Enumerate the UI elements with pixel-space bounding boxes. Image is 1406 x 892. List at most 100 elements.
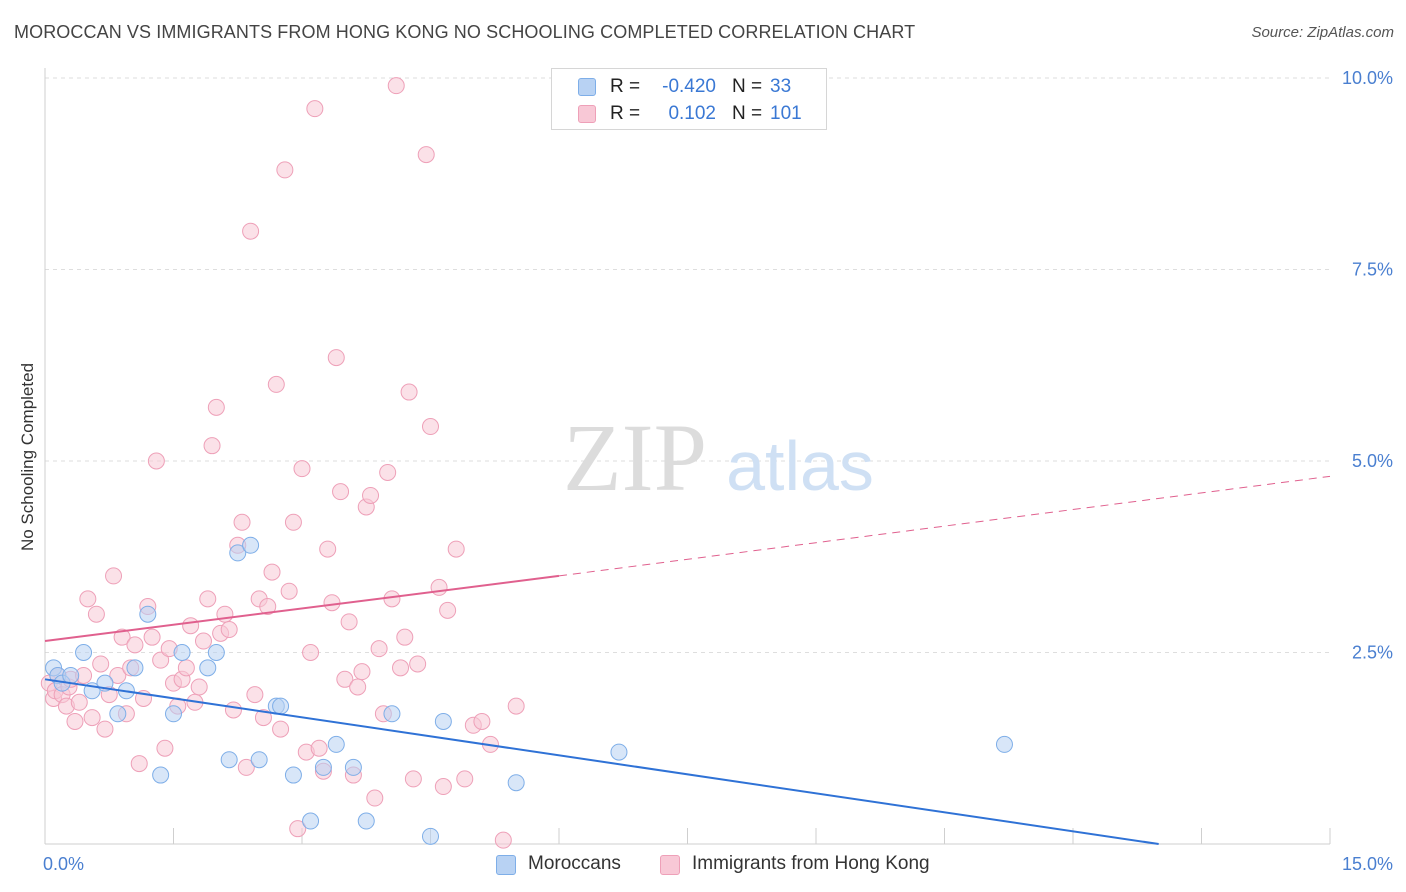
hong-kong-point (147, 452, 165, 470)
hong-kong-point (254, 709, 272, 727)
trend-line-moroccans (44, 678, 1159, 845)
hong-kong-point (276, 161, 294, 179)
hong-kong-point (224, 701, 242, 719)
hong-kong-point (430, 578, 448, 596)
hong-kong-point (310, 739, 328, 757)
n-label: N = (732, 103, 763, 124)
hong-kong-point (182, 617, 200, 635)
y-tick-label: 2.5% (1352, 643, 1393, 663)
hong-kong-point (203, 437, 221, 455)
x-tick-label: 0.0% (43, 854, 84, 874)
hong-kong-point (194, 632, 212, 650)
hong-kong-point (447, 540, 465, 558)
hong-kong-point (113, 628, 131, 646)
stats-box: R = -0.420 N = 33 R = 0.102 N = 101 (551, 68, 827, 130)
hong-kong-point (70, 693, 88, 711)
moroccans-point (165, 705, 182, 723)
moroccans-point (383, 705, 401, 723)
r-label: R = (610, 103, 641, 124)
source-credit: Source: ZipAtlas.com (1251, 24, 1394, 41)
hong-kong-point (143, 628, 161, 646)
hong-kong-point (302, 644, 320, 661)
moroccans-point (314, 758, 332, 776)
moroccans-point (302, 812, 320, 830)
hong-kong-point (96, 720, 114, 738)
n-value: 101 (770, 103, 802, 124)
r-label: R = (610, 76, 641, 97)
stats-row-hong-kong: R = 0.102 N = 101 (552, 101, 826, 127)
trend-line-hong-kong (44, 574, 560, 643)
moroccans-point (126, 659, 144, 677)
moroccans-point (139, 605, 157, 623)
hong-kong-point (336, 670, 354, 688)
moroccans-point (995, 735, 1013, 753)
series-hong-kong-points (40, 77, 525, 849)
moroccans-point (327, 735, 345, 753)
moroccans-swatch (578, 78, 596, 96)
hong-kong-point (332, 483, 350, 501)
legend-label-hong-kong: Immigrants from Hong Kong (692, 853, 930, 874)
hong-kong-point (323, 594, 341, 612)
hong-kong-point (126, 636, 144, 654)
moroccans-point (199, 659, 217, 677)
hong-kong-point (456, 770, 474, 788)
r-value: -0.420 (662, 76, 716, 97)
hong-kong-point (79, 590, 97, 608)
hong-kong-point (263, 563, 281, 581)
hong-kong-point (199, 590, 217, 608)
hong-kong-point (392, 659, 410, 677)
hong-kong-point (327, 349, 345, 367)
hong-kong-point (404, 770, 422, 788)
moroccans-point (229, 544, 247, 562)
hong-kong-point (370, 640, 388, 658)
moroccans-point (75, 644, 93, 661)
hong-kong-point (259, 598, 277, 616)
y-tick-label: 5.0% (1352, 451, 1393, 471)
legend: Moroccans Immigrants from Hong Kong (0, 852, 1406, 878)
moroccans-point (242, 536, 260, 554)
hong-kong-point (246, 686, 264, 704)
moroccans-point (152, 766, 170, 784)
hong-kong-point (494, 831, 512, 849)
n-label: N = (732, 76, 763, 97)
hong-kong-point (207, 398, 225, 416)
hong-kong-point (242, 222, 260, 240)
hong-kong-point (130, 755, 148, 773)
trend-lines (44, 475, 1331, 845)
hong-kong-point (473, 712, 491, 730)
hong-kong-point (507, 697, 525, 715)
hong-kong-point (280, 582, 298, 600)
hong-kong-point (383, 590, 401, 608)
hong-kong-point (293, 460, 311, 478)
y-tick-label: 10.0% (1342, 68, 1393, 88)
hong-kong-point (233, 513, 251, 531)
n-value: 33 (770, 76, 792, 97)
hong-kong-point (272, 720, 290, 738)
chart-title: MOROCCAN VS IMMIGRANTS FROM HONG KONG NO… (14, 22, 916, 42)
moroccans-point (272, 697, 290, 715)
series-moroccans-points (45, 536, 1013, 845)
moroccans-point (610, 743, 628, 761)
moroccans-point (109, 705, 127, 723)
hong-kong-point (349, 678, 367, 696)
hong-kong-point (267, 375, 285, 393)
moroccans-point (357, 812, 375, 830)
hong-kong-point (237, 758, 255, 776)
trend-line-hong-kong (558, 475, 1331, 577)
moroccans-point (507, 774, 525, 792)
hong-kong-point (92, 655, 110, 673)
moroccans-point (422, 827, 439, 845)
axes (44, 68, 1331, 845)
watermark-zip: ZIP (563, 404, 707, 511)
moroccans-point (207, 644, 225, 661)
hong-kong-point (439, 601, 457, 619)
hong-kong-point (400, 383, 418, 401)
hong-kong-point (152, 651, 170, 669)
hong-kong-point (109, 666, 127, 684)
hong-kong-point (190, 678, 208, 696)
hong-kong-point (409, 655, 427, 673)
hong-kong-point (353, 663, 371, 681)
moroccans-point (434, 712, 452, 730)
watermark-atlas: atlas (726, 427, 874, 505)
